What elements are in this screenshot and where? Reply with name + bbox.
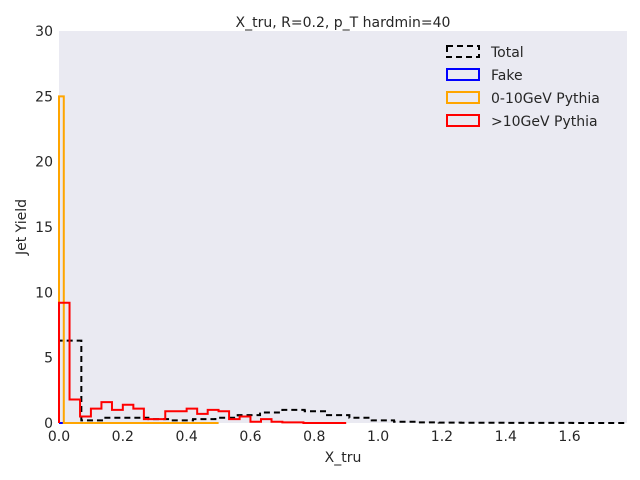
x-tick-label: 0.0 bbox=[48, 429, 70, 445]
x-tick-label: 1.4 bbox=[495, 429, 517, 445]
legend-label: 0-10GeV Pythia bbox=[491, 91, 600, 107]
y-axis-label: Jet Yield bbox=[14, 199, 30, 256]
x-tick-label: 0.2 bbox=[112, 429, 134, 445]
legend-label: >10GeV Pythia bbox=[491, 114, 598, 130]
y-tick-label: 5 bbox=[44, 351, 53, 367]
y-tick-label: 15 bbox=[35, 220, 53, 236]
y-tick-label: 10 bbox=[35, 285, 53, 301]
x-tick-label: 1.6 bbox=[558, 429, 580, 445]
series-0-10gev-pythia bbox=[58, 95, 219, 424]
x-tick-label: 1.0 bbox=[367, 429, 389, 445]
legend-swatch bbox=[446, 91, 480, 104]
x-tick-label: 0.4 bbox=[176, 429, 198, 445]
series-layer bbox=[58, 95, 627, 424]
legend-swatch bbox=[446, 45, 480, 58]
legend-swatch bbox=[446, 114, 480, 127]
chart-title: X_tru, R=0.2, p_T hardmin=40 bbox=[236, 15, 451, 31]
x-axis-label: X_tru bbox=[325, 450, 362, 466]
x-tick-label: 1.2 bbox=[431, 429, 453, 445]
y-tick-label: 30 bbox=[35, 24, 53, 40]
y-tick-label: 25 bbox=[35, 89, 53, 105]
legend: Total Fake 0-10GeV Pythia >10GeV Pythia bbox=[446, 45, 600, 130]
legend-label: Total bbox=[490, 45, 524, 61]
y-tick-label: 0 bbox=[44, 416, 53, 432]
y-ticks: 0 5 10 15 20 25 30 bbox=[35, 24, 53, 432]
legend-swatch bbox=[446, 68, 480, 81]
y-tick-label: 20 bbox=[35, 155, 53, 171]
series-10gev-pythia bbox=[58, 301, 347, 424]
legend-label: Fake bbox=[491, 68, 523, 84]
x-tick-label: 0.8 bbox=[303, 429, 325, 445]
plot-background bbox=[59, 31, 627, 423]
x-ticks: 0.0 0.2 0.4 0.6 0.8 1.0 1.2 1.4 1.6 bbox=[48, 429, 581, 445]
x-tick-label: 0.6 bbox=[239, 429, 261, 445]
